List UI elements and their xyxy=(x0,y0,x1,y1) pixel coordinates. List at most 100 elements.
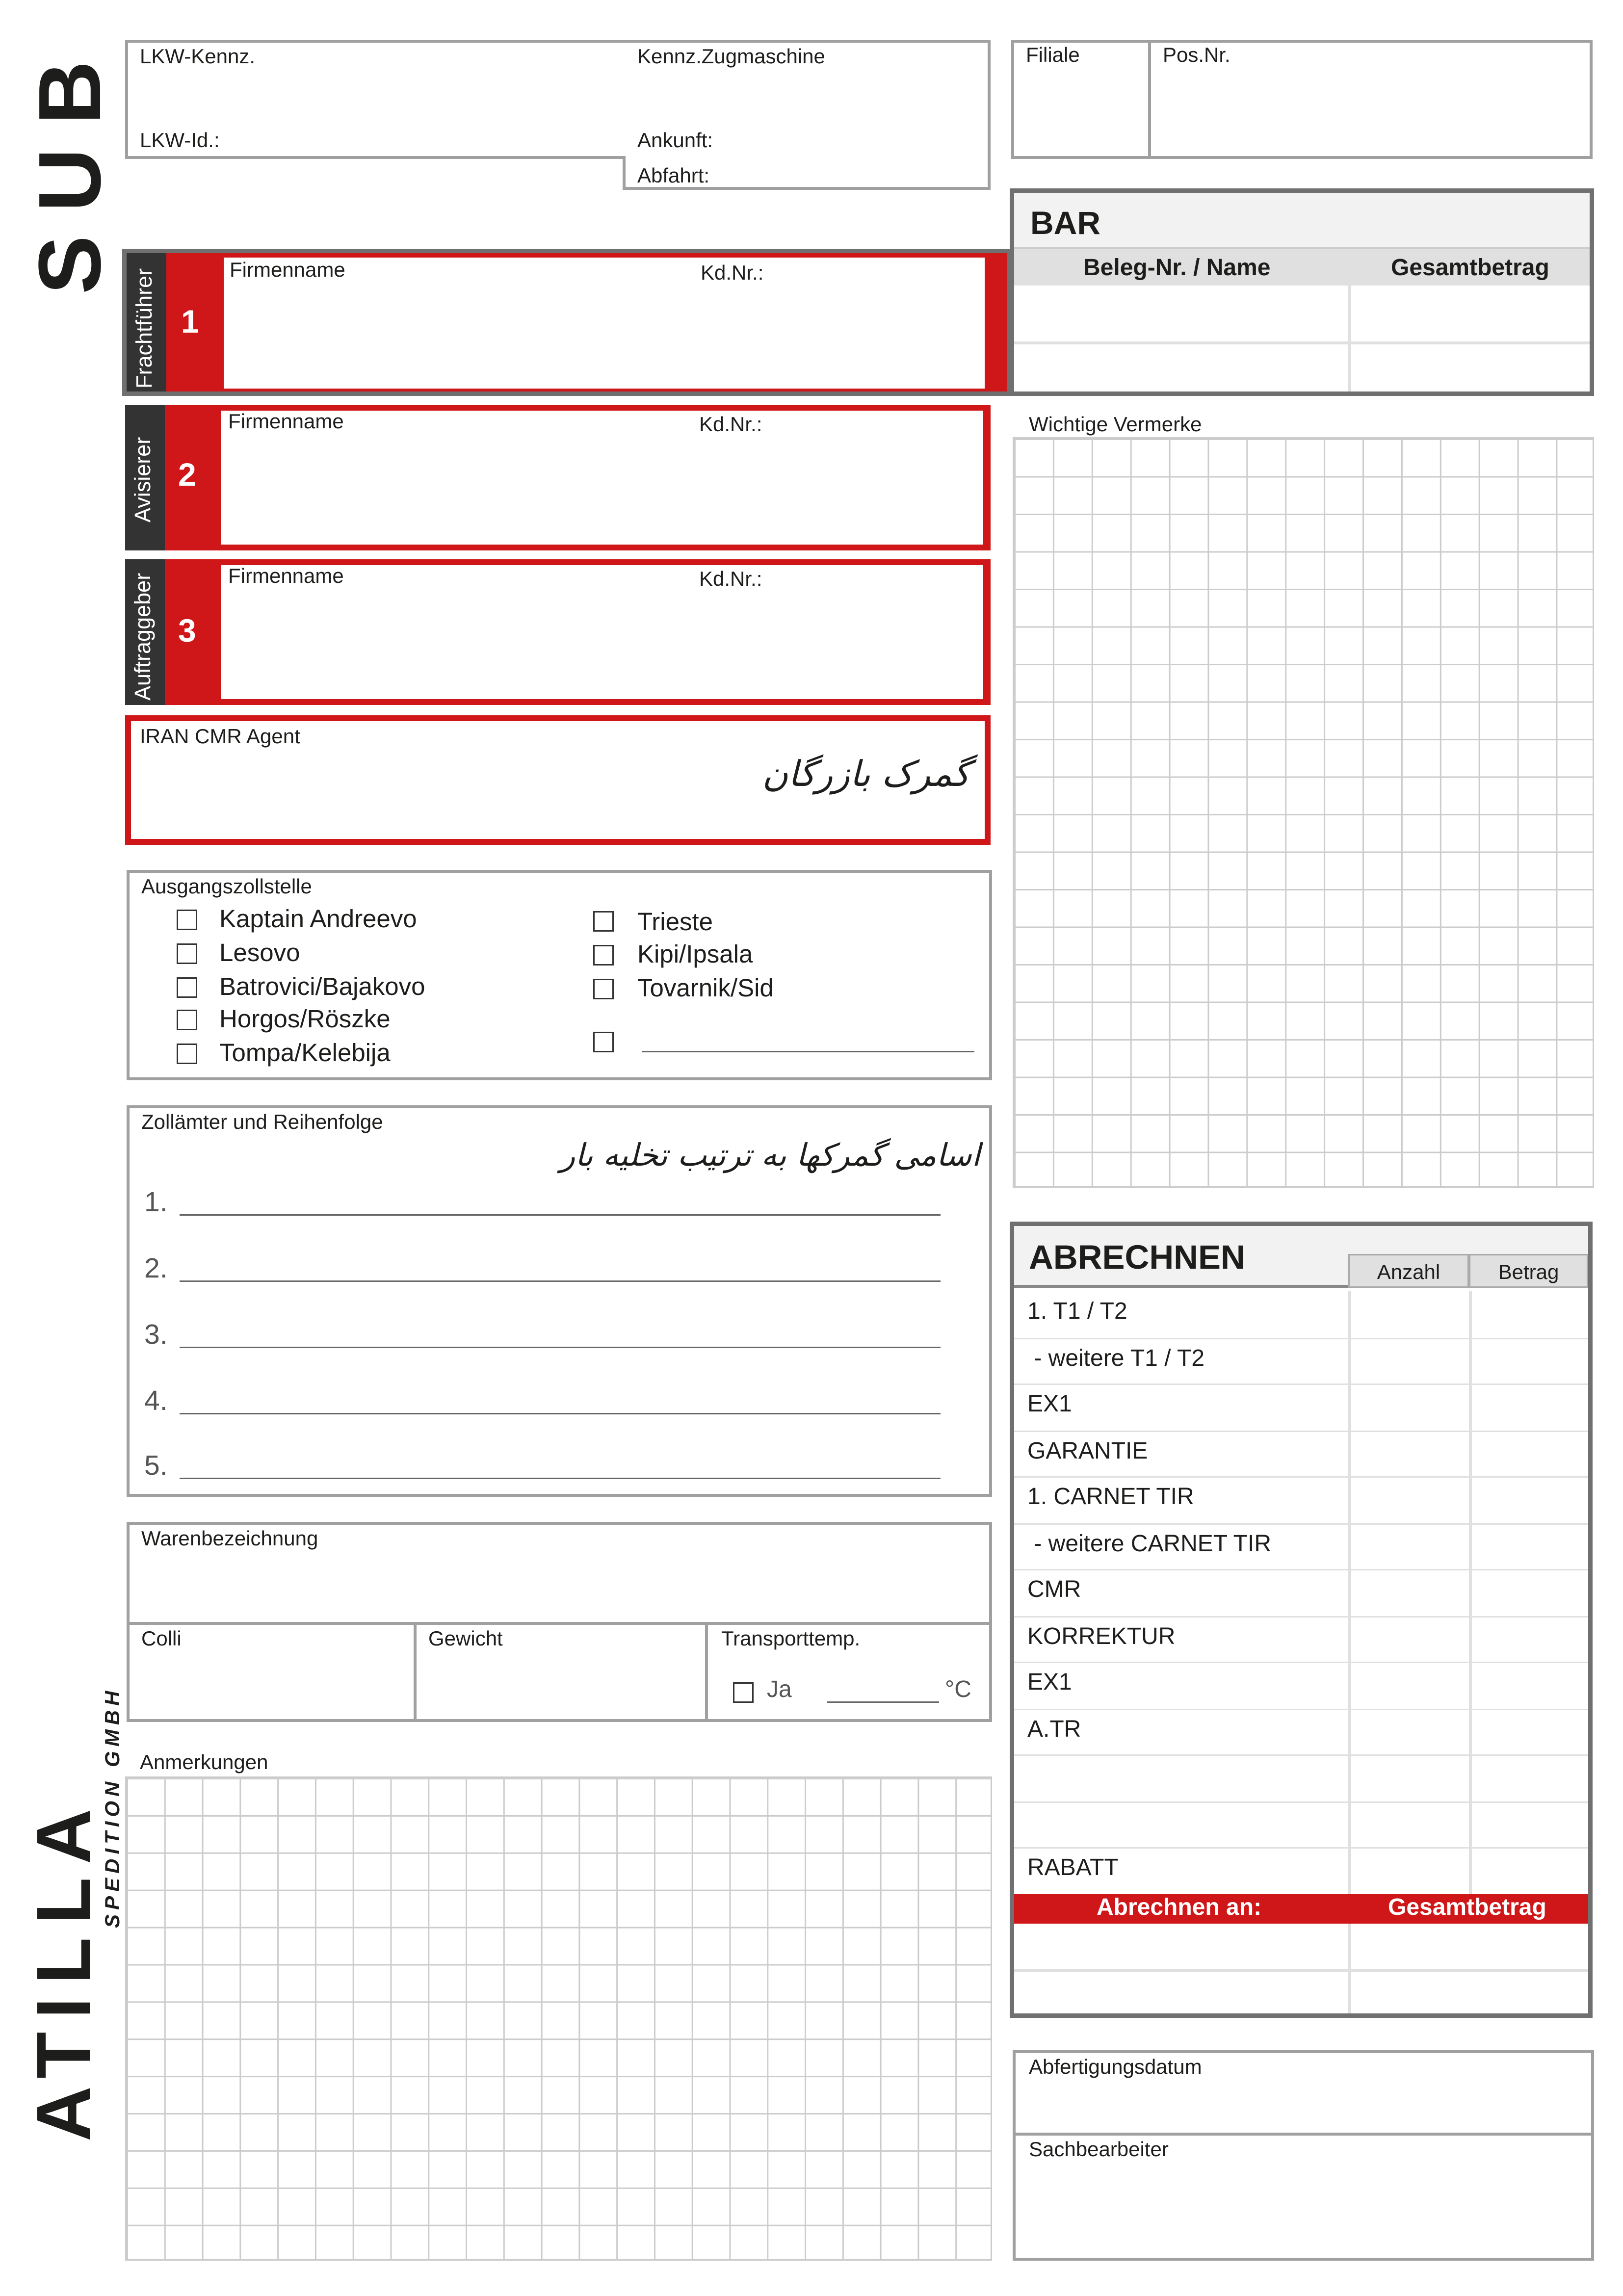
table-row xyxy=(1014,1754,1588,1802)
abfertigungsdatum-label: Abfertigungsdatum xyxy=(1029,2055,1202,2078)
entry-line[interactable] xyxy=(180,1413,941,1414)
col-anzahl: Anzahl xyxy=(1348,1254,1469,1288)
party-number: 1 xyxy=(181,303,199,340)
entry-line[interactable] xyxy=(180,1214,941,1216)
entry-line[interactable] xyxy=(180,1478,941,1479)
party-number: 3 xyxy=(178,612,196,649)
table-row: 1. T1 / T2 xyxy=(1014,1291,1588,1339)
abfahrt-box xyxy=(623,156,991,190)
abfertigung-box: Abfertigungsdatum Sachbearbeiter xyxy=(1013,2050,1594,2261)
option-label: Horgos/Röszke xyxy=(219,1005,391,1033)
row-label: 1. T1 / T2 xyxy=(1027,1300,1127,1325)
checkbox[interactable] xyxy=(177,1044,197,1064)
abrechnen-rows: 1. T1 / T2 - weitere T1 / T2 EX1 GARANTI… xyxy=(1014,1291,1588,1894)
ja-label: Ja xyxy=(767,1678,792,1703)
option-label: Kipi/Ipsala xyxy=(637,940,753,968)
checkbox[interactable] xyxy=(177,977,197,998)
row-label: RABATT xyxy=(1027,1856,1119,1881)
atilla-logo-subtext: SPEDITION GMBH xyxy=(100,1686,124,1928)
line-number: 2. xyxy=(144,1254,168,1285)
bar-col-gesamt: Gesamtbetrag xyxy=(1391,256,1549,281)
sub-logo: SUB xyxy=(21,37,119,294)
row-label: EX1 xyxy=(1027,1392,1072,1417)
ankunft-label: Ankunft: xyxy=(637,128,713,152)
kd-nr-label: Kd.Nr.: xyxy=(701,261,764,284)
row-label: A.TR xyxy=(1027,1717,1081,1742)
bar-col-beleg: Beleg-Nr. / Name xyxy=(1083,256,1271,281)
anmerkungen-label: Anmerkungen xyxy=(140,1750,268,1774)
divider xyxy=(1148,40,1151,159)
filiale-box xyxy=(1011,40,1593,159)
entry-line[interactable] xyxy=(180,1347,941,1348)
kd-nr-label: Kd.Nr.: xyxy=(699,412,762,436)
temperature-line[interactable] xyxy=(827,1701,939,1703)
gewicht-label: Gewicht xyxy=(428,1626,503,1650)
anmerkungen-grid[interactable] xyxy=(125,1776,992,2261)
table-row: EX1 xyxy=(1014,1383,1588,1432)
truck-info-box xyxy=(125,40,991,159)
checkbox[interactable] xyxy=(177,1010,197,1030)
checkbox[interactable] xyxy=(177,910,197,930)
lkw-kennz-label: LKW-Kennz. xyxy=(140,44,256,68)
party-avisierer: Avisierer 2 Firmenname Kd.Nr.: xyxy=(125,405,991,550)
option-label: Lesovo xyxy=(219,939,300,967)
colli-label: Colli xyxy=(141,1626,182,1650)
option-label: Kaptain Andreevo xyxy=(219,905,417,933)
row-label: - weitere T1 / T2 xyxy=(1027,1346,1205,1371)
firmenname-label: Firmenname xyxy=(228,409,344,433)
firmenname-label: Firmenname xyxy=(230,258,345,281)
vermerke-grid[interactable] xyxy=(1013,437,1594,1188)
table-row: CMR xyxy=(1014,1569,1588,1617)
bar-box: BAR Beleg-Nr. / Name Gesamtbetrag xyxy=(1010,188,1594,396)
filiale-label: Filiale xyxy=(1026,43,1080,66)
sub-logo-text: SUB xyxy=(21,37,119,294)
checkbox[interactable] xyxy=(593,979,614,999)
pos-nr-label: Pos.Nr. xyxy=(1163,43,1230,66)
option-label: Tovarnik/Sid xyxy=(637,974,774,1002)
agent-handwriting: گمرک بازرگان xyxy=(762,754,970,795)
row-label: 1. CARNET TIR xyxy=(1027,1485,1194,1510)
role-label: Avisierer xyxy=(131,437,156,522)
table-row: - weitere CARNET TIR xyxy=(1014,1523,1588,1570)
other-customs-line[interactable] xyxy=(642,1051,974,1052)
table-row: KORREKTUR xyxy=(1014,1616,1588,1663)
line-number: 3. xyxy=(144,1320,168,1351)
table-row: 1. CARNET TIR xyxy=(1014,1476,1588,1524)
iran-cmr-agent-box: IRAN CMR Agent گمرک بازرگان xyxy=(125,715,991,845)
checkbox[interactable] xyxy=(593,945,614,965)
checkbox[interactable] xyxy=(177,943,197,964)
abrechnen-an-label: Abrechnen an: xyxy=(1097,1896,1262,1921)
line-number: 4. xyxy=(144,1386,168,1417)
zollaemter-title: Zollämter und Reihenfolge xyxy=(141,1110,383,1133)
line-number: 1. xyxy=(144,1188,168,1219)
agent-label: IRAN CMR Agent xyxy=(140,724,300,748)
entry-line[interactable] xyxy=(180,1280,941,1282)
line-number: 5. xyxy=(144,1451,168,1482)
sachbearbeiter-label: Sachbearbeiter xyxy=(1029,2137,1169,2161)
abrechnen-footer: Abrechnen an: Gesamtbetrag xyxy=(1014,1894,1588,1924)
checkbox-ja[interactable] xyxy=(733,1682,754,1703)
checkbox[interactable] xyxy=(593,1032,614,1052)
abrechnen-box: ABRECHNEN Anzahl Betrag 1. T1 / T2 - wei… xyxy=(1010,1222,1593,2018)
row-label: EX1 xyxy=(1027,1670,1072,1696)
warenbezeichnung-box: Warenbezeichnung Colli Gewicht Transport… xyxy=(127,1522,992,1722)
table-row: A.TR xyxy=(1014,1708,1588,1756)
table-row xyxy=(1014,1801,1588,1849)
row-label: - weitere CARNET TIR xyxy=(1027,1531,1272,1557)
lkw-id-label: LKW-Id.: xyxy=(140,128,220,152)
row-label: CMR xyxy=(1027,1578,1081,1603)
bar-title: BAR xyxy=(1030,205,1101,241)
row-label: KORREKTUR xyxy=(1027,1624,1176,1649)
checkbox[interactable] xyxy=(593,911,614,932)
party-number: 2 xyxy=(178,456,196,493)
table-row: RABATT xyxy=(1014,1847,1588,1894)
table-row: EX1 xyxy=(1014,1662,1588,1710)
role-label: Auftraggeber xyxy=(131,573,156,701)
party-frachtfuehrer: Frachtführer 1 Firmenname Kd.Nr.: xyxy=(122,249,1011,396)
kd-nr-label: Kd.Nr.: xyxy=(699,567,762,590)
option-label: Tompa/Kelebija xyxy=(219,1039,391,1067)
role-label: Frachtführer xyxy=(132,268,157,389)
abrechnen-title: ABRECHNEN xyxy=(1029,1238,1245,1276)
firmenname-label: Firmenname xyxy=(228,564,344,587)
